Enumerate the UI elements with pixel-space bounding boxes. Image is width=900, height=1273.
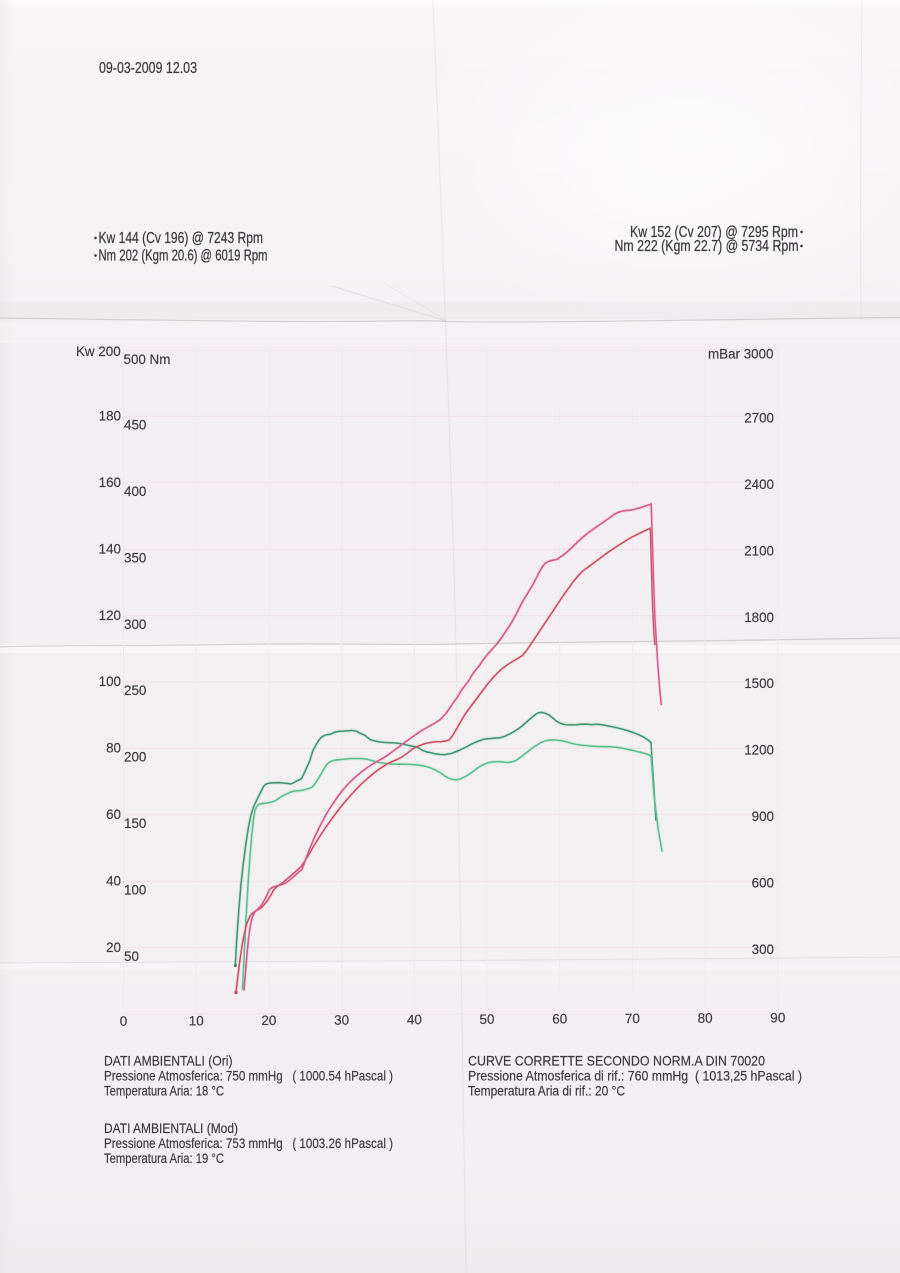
svg-text:50: 50 (124, 949, 139, 964)
svg-text:100: 100 (124, 882, 146, 897)
svg-text:40: 40 (407, 1012, 422, 1027)
svg-text:DATI AMBIENTALI (Ori): DATI AMBIENTALI (Ori) (104, 1054, 233, 1069)
svg-text:100: 100 (99, 674, 121, 689)
svg-text:Kw 152 (Cv 207) @ 7295 Rpm: Kw 152 (Cv 207) @ 7295 Rpm (630, 224, 798, 241)
svg-text:160: 160 (99, 475, 121, 490)
svg-text:200: 200 (124, 750, 146, 765)
svg-text:900: 900 (752, 809, 774, 824)
svg-text:mBar 3000: mBar 3000 (708, 347, 774, 362)
svg-text:0: 0 (120, 1014, 128, 1029)
svg-text:70: 70 (625, 1011, 640, 1026)
svg-text:30: 30 (334, 1013, 349, 1028)
svg-text:50: 50 (479, 1012, 494, 1027)
svg-text:Temperatura Aria: 18 °C: Temperatura Aria: 18 °C (104, 1084, 224, 1099)
svg-text:CURVE CORRETTE SECONDO NORM.A: CURVE CORRETTE SECONDO NORM.A DIN 70020 (468, 1054, 765, 1069)
svg-text:350: 350 (124, 550, 146, 565)
svg-text:2400: 2400 (744, 477, 774, 492)
svg-text:2100: 2100 (744, 543, 774, 558)
svg-text:300: 300 (124, 617, 146, 632)
svg-text:1800: 1800 (744, 610, 774, 625)
svg-text:20: 20 (261, 1013, 276, 1028)
svg-text:Kw 144 (Cv 196) @ 7243 Rpm: Kw 144 (Cv 196) @ 7243 Rpm (99, 230, 264, 247)
svg-text:180: 180 (99, 409, 121, 424)
svg-text:150: 150 (124, 816, 146, 831)
svg-text:60: 60 (106, 807, 121, 822)
svg-text:Temperatura Aria: 19 °C: Temperatura Aria: 19 °C (104, 1151, 224, 1166)
svg-text:2700: 2700 (744, 411, 774, 426)
svg-text:DATI AMBIENTALI (Mod): DATI AMBIENTALI (Mod) (104, 1121, 238, 1136)
svg-text:1200: 1200 (744, 743, 774, 758)
svg-text:09-03-2009 12.03: 09-03-2009 12.03 (99, 60, 197, 77)
svg-text:Nm 222 (Kgm 22.7) @ 5734 Rpm: Nm 222 (Kgm 22.7) @ 5734 Rpm (615, 238, 799, 255)
svg-text:450: 450 (124, 418, 146, 433)
svg-text:120: 120 (99, 608, 121, 623)
svg-text:Pressione Atmosferica di rif.:: Pressione Atmosferica di rif.: 760 mmHg … (468, 1069, 802, 1084)
svg-text:80: 80 (106, 741, 121, 756)
svg-text:40: 40 (106, 873, 121, 888)
svg-text:600: 600 (752, 875, 774, 890)
svg-text:80: 80 (698, 1011, 713, 1026)
svg-text:60: 60 (552, 1011, 567, 1026)
svg-text:Temperatura Aria di rif.: 20 °: Temperatura Aria di rif.: 20 °C (468, 1084, 625, 1099)
svg-text:400: 400 (124, 484, 146, 499)
svg-text:Pressione Atmosferica: 750 mmH: Pressione Atmosferica: 750 mmHg ( 1000.5… (104, 1069, 393, 1084)
svg-text:500 Nm: 500 Nm (124, 352, 171, 367)
svg-text:Nm 202 (Kgm 20.6) @ 6019 Rpm: Nm 202 (Kgm 20.6) @ 6019 Rpm (99, 248, 268, 265)
svg-text:20: 20 (106, 940, 121, 955)
svg-text:1500: 1500 (744, 676, 774, 691)
svg-text:90: 90 (770, 1010, 785, 1025)
svg-text:140: 140 (99, 541, 121, 556)
svg-text:10: 10 (189, 1013, 204, 1028)
svg-text:300: 300 (752, 942, 774, 957)
svg-text:250: 250 (124, 683, 146, 698)
svg-text:Pressione Atmosferica: 753 mmH: Pressione Atmosferica: 753 mmHg ( 1003.2… (104, 1136, 393, 1151)
svg-text:Kw 200: Kw 200 (76, 344, 121, 359)
